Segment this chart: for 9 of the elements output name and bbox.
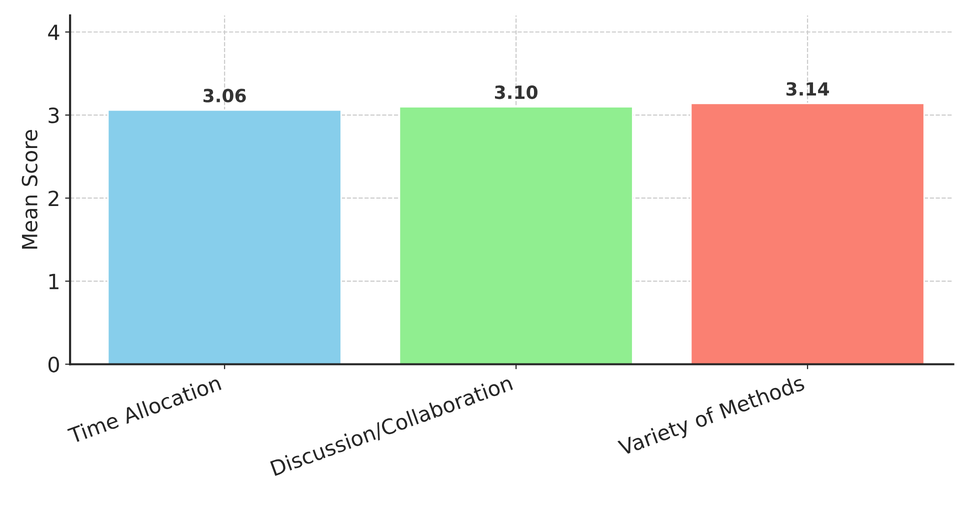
data-label: 3.14 <box>786 82 829 96</box>
y-axis-title: Mean Score <box>22 130 38 249</box>
y-tick-label: 4 <box>48 24 60 40</box>
data-label: 3.06 <box>204 88 246 102</box>
y-tick-label: 3 <box>48 108 59 124</box>
data-label: 3.10 <box>494 85 538 100</box>
y-tick-label: 1 <box>49 274 58 290</box>
y-tick-label: 2 <box>48 190 58 206</box>
y-tick-label: 0 <box>48 356 59 372</box>
